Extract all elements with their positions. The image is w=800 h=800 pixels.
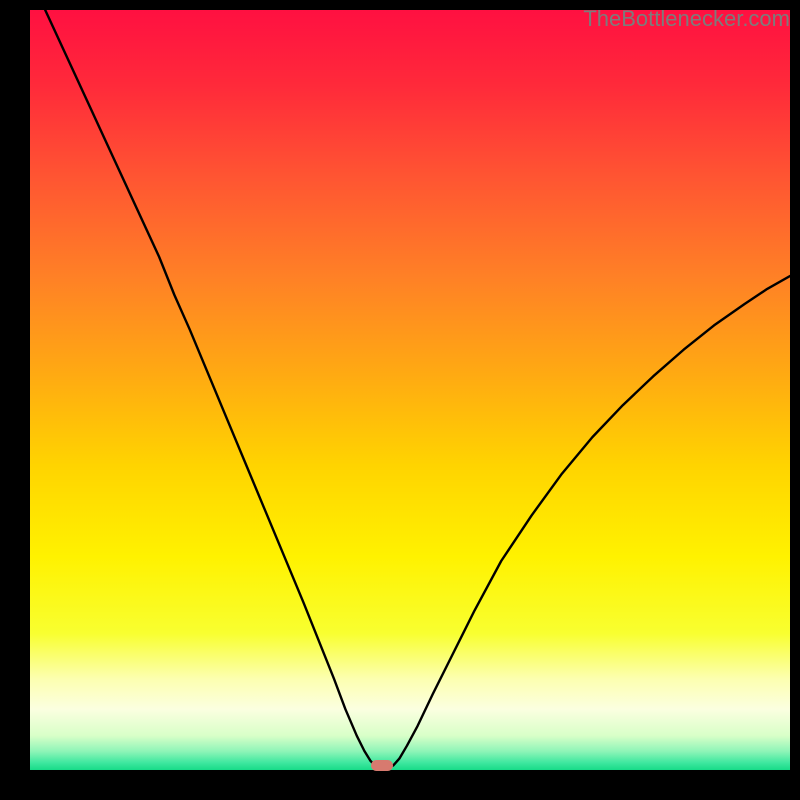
watermark-text: TheBottlenecker.com (583, 6, 790, 32)
chart-frame: TheBottlenecker.com (0, 0, 800, 800)
bottleneck-curve (30, 10, 790, 770)
plot-area (30, 10, 790, 770)
optimal-point-marker (371, 760, 392, 771)
